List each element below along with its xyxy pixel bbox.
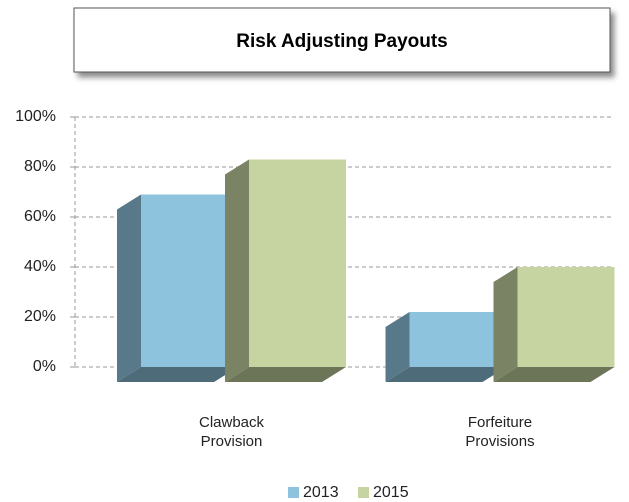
bar bbox=[517, 267, 615, 367]
bar bbox=[249, 159, 346, 367]
legend-label: 2015 bbox=[373, 484, 409, 501]
y-tick-label: 40% bbox=[24, 258, 56, 275]
y-tick-label: 20% bbox=[24, 308, 56, 325]
y-tick-label: 60% bbox=[24, 208, 56, 225]
y-tick-label: 80% bbox=[24, 158, 56, 175]
title-box bbox=[73, 7, 611, 73]
bar-bottom bbox=[225, 367, 346, 382]
y-tick-label: 0% bbox=[33, 358, 56, 375]
bar-side bbox=[225, 159, 249, 382]
x-tick-label: Forfeiture Provisions bbox=[465, 414, 535, 450]
y-tick-label: 100% bbox=[15, 108, 56, 125]
bar-bottom bbox=[385, 367, 507, 382]
x-tick-label: Clawback Provision bbox=[198, 414, 265, 450]
legend-label: 2013 bbox=[303, 484, 339, 501]
bar bbox=[141, 194, 238, 367]
bar bbox=[409, 312, 507, 367]
bar-side bbox=[117, 194, 141, 382]
bar-side bbox=[385, 312, 410, 382]
bar-side bbox=[493, 267, 518, 382]
bar-bottom bbox=[493, 367, 615, 382]
bar-bottom bbox=[117, 367, 238, 382]
chart-title: Risk Adjusting Payouts bbox=[236, 31, 448, 52]
legend-swatch bbox=[358, 487, 369, 498]
legend-swatch bbox=[288, 487, 299, 498]
